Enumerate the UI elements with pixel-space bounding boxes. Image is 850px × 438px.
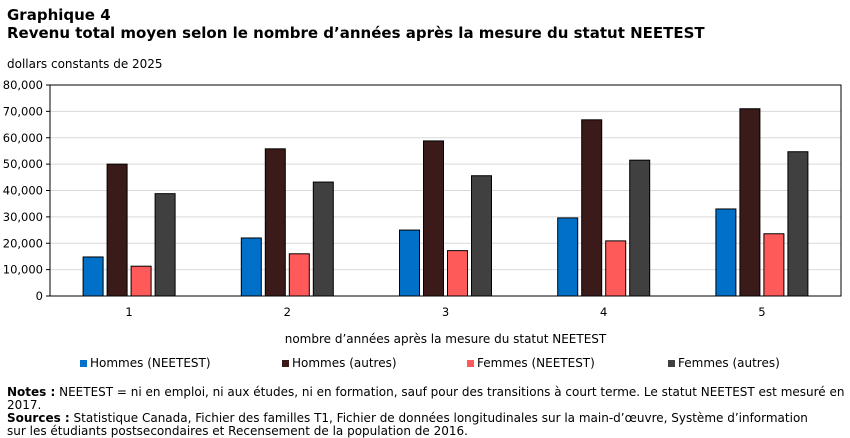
bar [447,250,468,297]
bar [312,181,334,297]
legend-label: Femmes (autres) [678,356,780,370]
notes-label: Notes : [7,385,56,399]
sources-label: Sources : [7,411,70,425]
bar [423,140,444,297]
bar [629,159,651,297]
legend-label: Hommes (autres) [292,356,397,370]
x-tick-label: 4 [600,305,607,319]
legend-label: Hommes (NEETEST) [90,356,211,370]
chart-title: Revenu total moyen selon le nombre d’ann… [7,24,705,42]
bar [264,148,286,297]
y-tick-label: 70,000 [3,104,43,118]
y-tick-label: 40,000 [3,184,43,198]
notes-line: Notes : NEETEST = ni en emploi, ni aux é… [7,386,847,412]
legend-item-femmes-autres: Femmes (autres) [668,356,780,370]
legend-swatch [467,359,474,367]
bar [82,256,104,297]
x-axis-title: nombre d’années après la mesure du statu… [285,332,607,346]
legend-swatch [80,359,87,367]
bar [763,233,785,297]
y-tick-label: 30,000 [3,210,43,224]
notes-text: NEETEST = ni en emploi, ni aux études, n… [7,385,845,412]
y-tick-label: 10,000 [3,263,43,277]
legend-item-femmes-neetest: Femmes (NEETEST) [467,356,595,370]
bar [154,193,176,297]
sources-line: Sources : Statistique Canada, Fichier de… [7,412,847,425]
legend-item-hommes-neetest: Hommes (NEETEST) [80,356,211,370]
units-label: dollars constants de 2025 [7,57,163,71]
legend-item-hommes-autres: Hommes (autres) [282,356,397,370]
bar [399,229,420,297]
x-tick-label: 3 [442,305,449,319]
legend: Hommes (NEETEST) Hommes (autres) Femmes … [0,356,850,374]
bar [288,253,310,297]
bar [106,163,128,297]
y-tick-label: 20,000 [3,236,43,250]
y-tick-label: 0 [36,289,43,303]
bar [557,217,579,297]
x-tick-label: 5 [758,305,765,319]
bar [581,119,603,297]
chart-label: Graphique 4 [7,6,111,24]
bar [787,151,809,297]
legend-swatch [282,359,289,367]
notes-section: Notes : NEETEST = ni en emploi, ni aux é… [7,386,847,438]
y-tick-label: 50,000 [3,157,43,171]
bar [605,240,627,297]
y-tick-label: 80,000 [3,78,43,92]
bar [715,208,737,297]
plot-frame [49,84,842,297]
bar [471,175,492,297]
sources-line-2: sur les étudiants postsecondaires et Rec… [7,424,468,438]
legend-label: Femmes (NEETEST) [477,356,595,370]
title-block: Graphique 4 Revenu total moyen selon le … [7,6,705,42]
bar [739,108,761,297]
y-tick-label: 60,000 [3,131,43,145]
bar [240,237,262,297]
bar-chart: 0 10,000 20,000 30,000 40,000 50,000 60,000 70,… [3,78,842,346]
x-tick-label: 1 [125,305,132,319]
sources-text: Statistique Canada, Fichier des familles… [69,411,808,425]
bar [130,265,152,297]
x-tick-label: 2 [284,305,291,319]
legend-swatch [668,359,675,367]
